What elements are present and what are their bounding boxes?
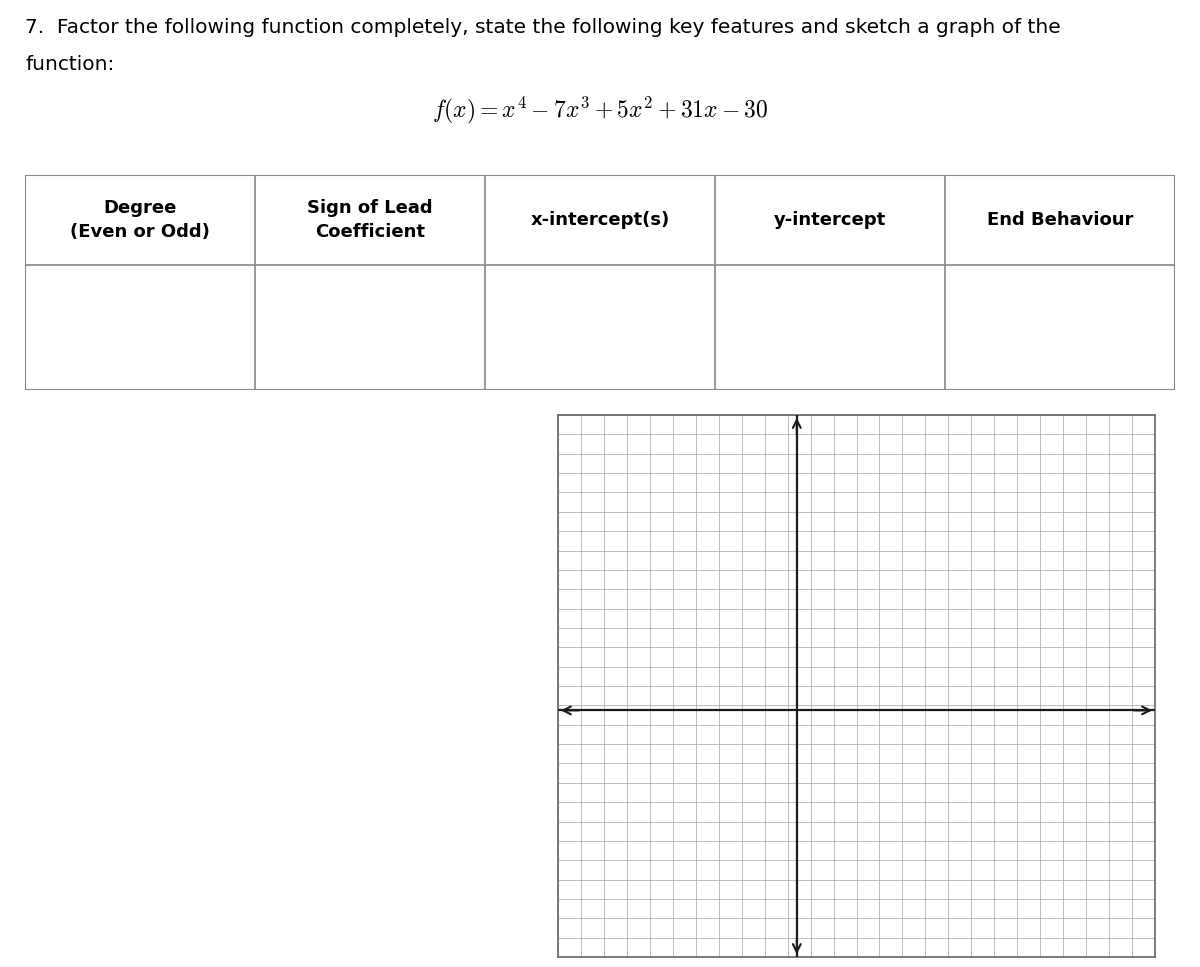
Text: function:: function: — [25, 55, 114, 74]
Text: End Behaviour: End Behaviour — [986, 211, 1133, 229]
Text: x-intercept(s): x-intercept(s) — [530, 211, 670, 229]
Text: y-intercept: y-intercept — [774, 211, 886, 229]
Text: $f(x) = x^4 - 7x^3 + 5x^2 + 31x - 30$: $f(x) = x^4 - 7x^3 + 5x^2 + 31x - 30$ — [432, 95, 768, 127]
Text: Degree
(Even or Odd): Degree (Even or Odd) — [70, 199, 210, 241]
Text: 7.  Factor the following function completely, state the following key features a: 7. Factor the following function complet… — [25, 18, 1061, 37]
Text: Sign of Lead
Coefficient: Sign of Lead Coefficient — [307, 199, 433, 241]
